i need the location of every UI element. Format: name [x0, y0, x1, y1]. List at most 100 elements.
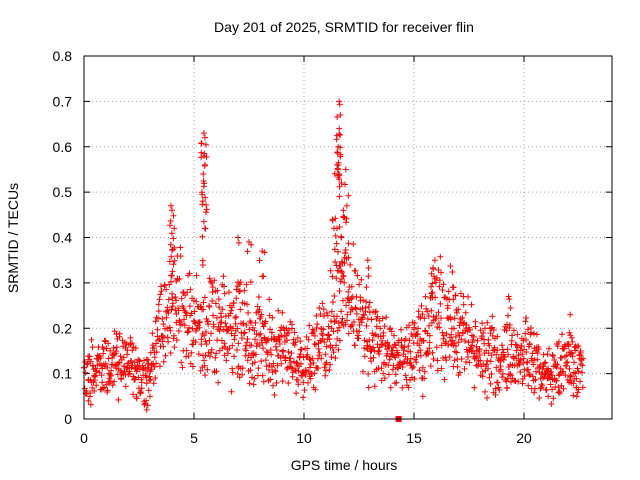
data-point: [269, 314, 276, 321]
data-point: [371, 383, 378, 390]
data-point: [522, 336, 529, 343]
data-point: [326, 366, 333, 373]
data-point: [450, 296, 457, 303]
data-point: [449, 268, 456, 275]
data-point: [570, 392, 577, 399]
data-point: [455, 339, 462, 346]
data-point: [129, 347, 136, 354]
data-point: [285, 348, 292, 355]
data-point: [338, 180, 345, 187]
data-point: [212, 354, 219, 361]
data-point: [558, 331, 565, 338]
data-point: [235, 340, 242, 347]
data-point: [440, 355, 447, 362]
data-point: [200, 130, 207, 137]
data-point: [155, 308, 162, 315]
data-point: [215, 379, 222, 386]
data-point: [356, 281, 363, 288]
data-point: [425, 351, 432, 358]
data-point: [411, 324, 418, 331]
data-point: [485, 336, 492, 343]
data-point: [400, 347, 407, 354]
data-point: [530, 330, 537, 337]
data-point: [551, 357, 558, 364]
data-point: [219, 345, 226, 352]
data-point: [202, 194, 209, 201]
data-point: [378, 365, 385, 372]
data-point: [206, 275, 213, 282]
data-point: [202, 225, 209, 232]
data-point: [505, 351, 512, 358]
data-point: [87, 401, 94, 408]
data-point: [190, 317, 197, 324]
data-point: [313, 324, 320, 331]
data-point: [203, 206, 210, 213]
data-point: [564, 359, 571, 366]
data-point: [171, 257, 178, 264]
data-point: [484, 357, 491, 364]
data-point: [450, 284, 457, 291]
data-point: [401, 344, 408, 351]
data-point: [202, 352, 209, 359]
data-point: [143, 374, 150, 381]
data-point: [186, 324, 193, 331]
data-point: [233, 286, 240, 293]
data-point: [172, 294, 179, 301]
data-point: [147, 376, 154, 383]
data-point: [197, 367, 204, 374]
data-point: [577, 378, 584, 385]
data-point: [334, 327, 341, 334]
data-point: [513, 355, 520, 362]
data-point: [491, 346, 498, 353]
data-point: [261, 334, 268, 341]
y-tick-label: 0.8: [53, 48, 73, 64]
data-point: [179, 364, 186, 371]
data-point: [340, 213, 347, 220]
data-point: [257, 330, 264, 337]
data-point: [512, 378, 519, 385]
data-point: [153, 340, 160, 347]
data-point: [159, 315, 166, 322]
data-point: [103, 381, 110, 388]
data-point: [466, 359, 473, 366]
data-point: [167, 327, 174, 334]
data-point: [280, 347, 287, 354]
data-point: [504, 346, 511, 353]
data-point: [150, 380, 157, 387]
data-point: [116, 330, 123, 337]
data-point: [203, 153, 210, 160]
data-point: [417, 314, 424, 321]
data-point: [529, 373, 536, 380]
data-point: [154, 337, 161, 344]
data-point: [223, 357, 230, 364]
data-point: [246, 342, 253, 349]
data-point: [336, 183, 343, 190]
data-point: [533, 331, 540, 338]
data-point: [331, 246, 338, 253]
data-point: [134, 362, 141, 369]
data-point: [210, 312, 217, 319]
data-point: [323, 343, 330, 350]
data-point: [198, 189, 205, 196]
data-point: [330, 299, 337, 306]
data-point: [221, 352, 228, 359]
data-point: [433, 312, 440, 319]
data-point: [255, 293, 262, 300]
data-point: [421, 368, 428, 375]
data-point: [254, 303, 261, 310]
data-point: [493, 364, 500, 371]
data-point: [149, 342, 156, 349]
data-point: [160, 343, 167, 350]
data-point: [494, 347, 501, 354]
data-point: [417, 352, 424, 359]
data-point: [569, 350, 576, 357]
y-tick-label: 0.7: [53, 93, 73, 109]
data-point: [390, 362, 397, 369]
data-point: [342, 321, 349, 328]
data-point: [162, 352, 169, 359]
data-point: [332, 354, 339, 361]
data-point: [450, 325, 457, 332]
data-point: [245, 309, 252, 316]
data-point: [456, 332, 463, 339]
data-point: [433, 344, 440, 351]
